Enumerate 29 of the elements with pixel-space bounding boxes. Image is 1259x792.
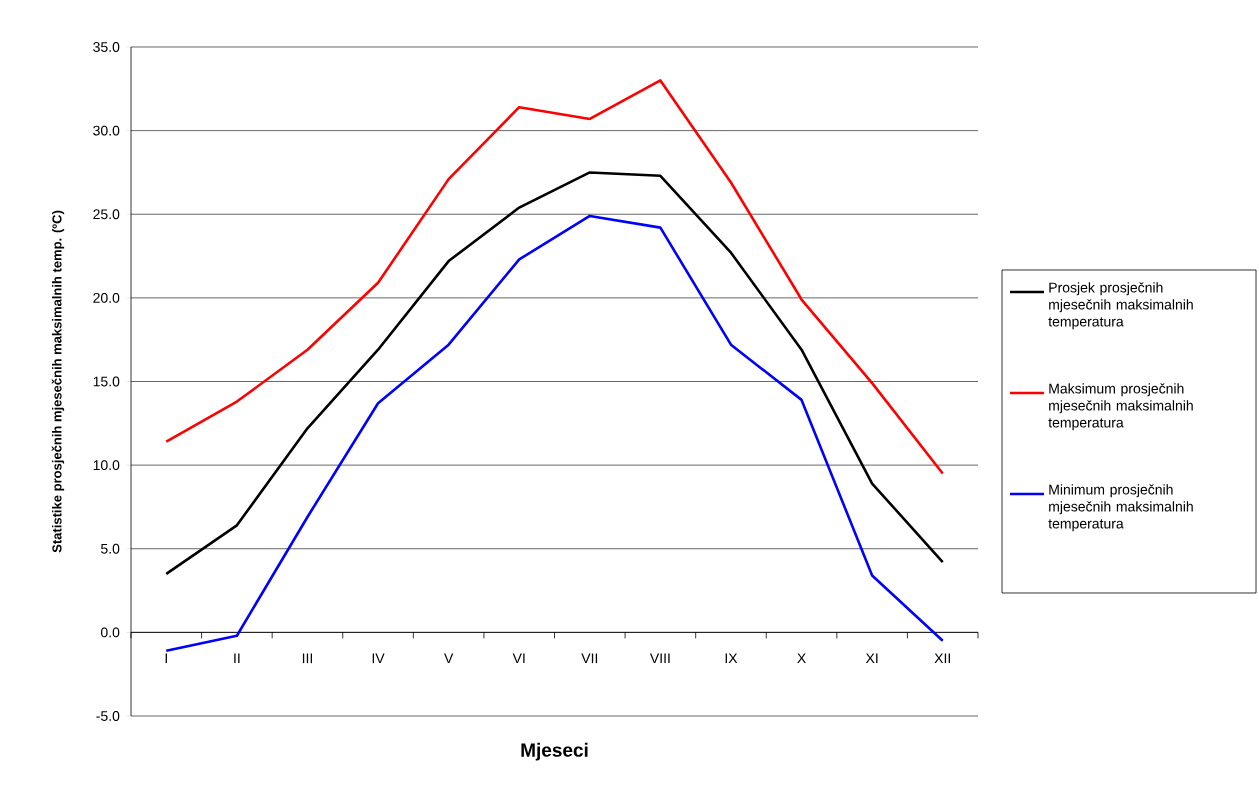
line-series <box>164 214 945 653</box>
x-tick-label: IV <box>372 653 385 664</box>
y-tick-label: 35.0 <box>93 42 120 52</box>
legend-label: Prosjek prosječnih mjesečnih maksimalnih temperatura <box>1048 282 1193 330</box>
x-tick-label: II <box>234 653 240 664</box>
y-axis-title: Statistike prosječnih mjesečnih maksimalnih temp. (ºC) <box>51 210 65 553</box>
x-tick-label: X <box>797 653 806 664</box>
x-tick-label: III <box>302 653 312 664</box>
legend-label: Minimum prosječnih mjesečnih maksimalnih temperatura <box>1048 484 1193 532</box>
line-series <box>164 79 945 475</box>
y-tick-label: 25.0 <box>93 209 120 220</box>
x-tick-label: I <box>165 653 167 664</box>
legend-label: Maksimum prosječnih mjesečnih maksimalnih temperatura <box>1048 383 1193 431</box>
y-tick-label: 20.0 <box>93 292 120 303</box>
x-axis-title: Mjeseci <box>521 742 588 761</box>
x-tick-label: VII <box>581 653 598 664</box>
y-tick-label: 0.0 <box>100 627 120 638</box>
y-tick-label: -5.0 <box>96 711 120 721</box>
y-tick-label: 30.0 <box>93 125 120 136</box>
y-tick-label: 5.0 <box>100 543 120 554</box>
x-tick-label: XII <box>934 653 950 664</box>
y-tick-label: 15.0 <box>93 376 120 387</box>
x-tick-label: V <box>444 653 454 664</box>
y-tick-label: 10.0 <box>93 460 120 471</box>
x-tick-label: VI <box>512 653 525 664</box>
x-tick-label: VIII <box>649 653 670 664</box>
x-tick-label: IX <box>725 653 738 664</box>
x-tick-label: XI <box>865 653 878 664</box>
line-series <box>164 171 945 576</box>
